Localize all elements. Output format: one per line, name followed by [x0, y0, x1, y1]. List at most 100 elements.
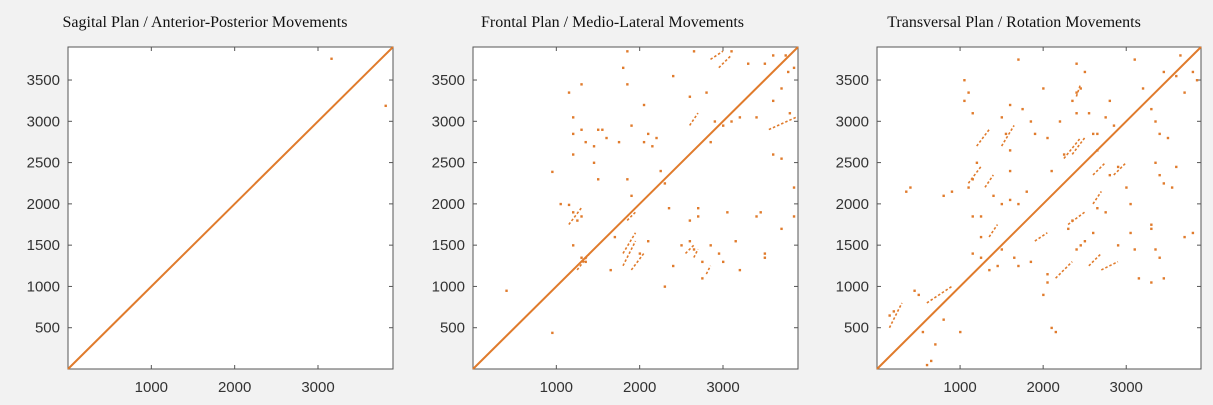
frontal-recurrence-point — [697, 207, 700, 210]
frontal-recurrence-point — [580, 256, 583, 259]
frontal-recurrence-point — [576, 219, 579, 222]
frontal-recurrence-point — [667, 207, 671, 210]
frontal-recurrence-point — [792, 215, 796, 218]
frontal-y-tick-label: 3500 — [432, 72, 465, 89]
transversal-recurrence-point — [1150, 223, 1153, 226]
frontal-recurrence-segment — [689, 112, 699, 126]
transversal-recurrence-segment — [988, 224, 999, 238]
frontal-recurrence-point — [738, 268, 742, 272]
frontal-recurrence-point — [787, 70, 790, 74]
transversal-y-tick-label: 2500 — [836, 155, 869, 172]
frontal-recurrence-point — [626, 50, 629, 53]
frontal-y-tick-label: 1500 — [432, 237, 465, 254]
transversal-recurrence-point — [1033, 132, 1037, 136]
transversal-recurrence-point — [1108, 99, 1112, 103]
transversal-recurrence-point — [1175, 165, 1178, 169]
frontal-recurrence-point — [551, 170, 554, 174]
transversal-recurrence-segment — [967, 166, 982, 184]
frontal-recurrence-segment — [684, 244, 695, 254]
transversal-recurrence-point — [1129, 202, 1132, 206]
frontal-recurrence-plot: 1000 2000 3000 500 1000 1500 2000 2500 3000 3500 — [432, 46, 799, 396]
frontal-recurrence-point — [730, 120, 733, 123]
transversal-recurrence-point — [1112, 124, 1116, 127]
transversal-recurrence-point — [942, 194, 945, 198]
transversal-recurrence-point — [1083, 70, 1087, 74]
transversal-recurrence-segment — [1075, 83, 1082, 97]
transversal-recurrence-point — [971, 215, 974, 218]
transversal-recurrence-point — [1170, 186, 1174, 189]
sagital-y-tick-label: 1000 — [27, 278, 60, 295]
transversal-recurrence-point — [967, 91, 970, 94]
sagital-x-tick-label: 2000 — [218, 379, 251, 396]
frontal-recurrence-point — [622, 66, 625, 70]
transversal-recurrence-point — [1079, 244, 1082, 247]
frontal-recurrence-segment — [710, 50, 724, 61]
sagital-y-tick-label: 2500 — [27, 155, 60, 172]
transversal-recurrence-point — [1183, 235, 1186, 239]
transversal-plot-panel: Transversal Plan / Rotation Movements 10… — [815, 0, 1213, 405]
transversal-recurrence-point — [1092, 132, 1095, 136]
transversal-plot-title: Transversal Plan / Rotation Movements — [887, 14, 1141, 31]
frontal-recurrence-point — [672, 74, 675, 78]
frontal-recurrence-point — [647, 240, 650, 243]
transversal-recurrence-point — [1046, 281, 1049, 284]
transversal-recurrence-point — [1050, 326, 1053, 330]
frontal-recurrence-segment — [568, 207, 582, 225]
sagital-recurrence-plot: 1000 2000 3000 500 1000 1500 2000 2500 3000 3500 — [27, 46, 394, 396]
sagital-main-diagonal — [67, 46, 394, 370]
frontal-recurrence-point — [772, 153, 775, 156]
frontal-y-tick-label: 500 — [440, 320, 465, 337]
frontal-recurrence-point — [580, 128, 583, 131]
transversal-recurrence-point — [1029, 120, 1033, 123]
frontal-recurrence-point — [788, 112, 792, 115]
transversal-recurrence-point — [905, 190, 908, 193]
sagital-x-tick-label: 3000 — [301, 379, 334, 396]
transversal-recurrence-point — [1058, 120, 1062, 123]
transversal-recurrence-point — [930, 359, 933, 363]
frontal-recurrence-point — [688, 240, 692, 243]
transversal-recurrence-point — [1083, 240, 1087, 243]
transversal-recurrence-point — [1154, 161, 1157, 164]
transversal-recurrence-point — [1108, 173, 1112, 177]
frontal-main-diagonal — [472, 46, 799, 370]
frontal-recurrence-point — [638, 252, 642, 255]
transversal-recurrence-point — [1104, 211, 1107, 214]
frontal-recurrence-point — [755, 215, 758, 218]
transversal-recurrence-point — [1079, 87, 1082, 90]
frontal-recurrence-point — [780, 87, 783, 90]
transversal-recurrence-segment — [984, 174, 994, 188]
frontal-recurrence-point — [655, 136, 658, 140]
frontal-recurrence-point — [701, 277, 704, 280]
frontal-y-tick-label: 1000 — [432, 278, 465, 295]
transversal-recurrence-point — [1062, 153, 1066, 156]
frontal-recurrence-point — [688, 219, 692, 222]
transversal-y-tick-label: 1000 — [836, 278, 869, 295]
frontal-recurrence-point — [763, 252, 767, 255]
transversal-recurrence-point — [1129, 231, 1132, 235]
transversal-recurrence-point — [1191, 70, 1195, 74]
transversal-recurrence-point — [963, 79, 966, 82]
frontal-recurrence-point — [572, 211, 575, 214]
frontal-recurrence-point — [601, 128, 604, 131]
transversal-recurrence-segment — [1067, 211, 1086, 226]
frontal-recurrence-point — [688, 95, 692, 98]
transversal-recurrence-point — [1125, 186, 1128, 189]
transversal-y-tick-label: 1500 — [836, 237, 869, 254]
transversal-recurrence-point — [1166, 136, 1170, 140]
frontal-recurrence-segment — [693, 248, 699, 258]
transversal-recurrence-point — [967, 186, 970, 189]
frontal-recurrence-point — [592, 161, 596, 164]
transversal-recurrence-point — [963, 99, 966, 103]
frontal-recurrence-point — [647, 132, 650, 136]
transversal-recurrence-segment — [1055, 261, 1073, 279]
frontal-recurrence-point — [738, 116, 742, 119]
frontal-recurrence-point — [617, 140, 621, 144]
frontal-recurrence-point — [672, 264, 675, 268]
transversal-recurrence-point — [988, 268, 991, 272]
transversal-recurrence-point — [1195, 79, 1199, 82]
transversal-x-tick-label: 2000 — [1026, 379, 1059, 396]
frontal-recurrence-segment — [630, 252, 645, 271]
transversal-recurrence-point — [1075, 112, 1078, 115]
frontal-y-tick-label: 2000 — [432, 196, 465, 213]
